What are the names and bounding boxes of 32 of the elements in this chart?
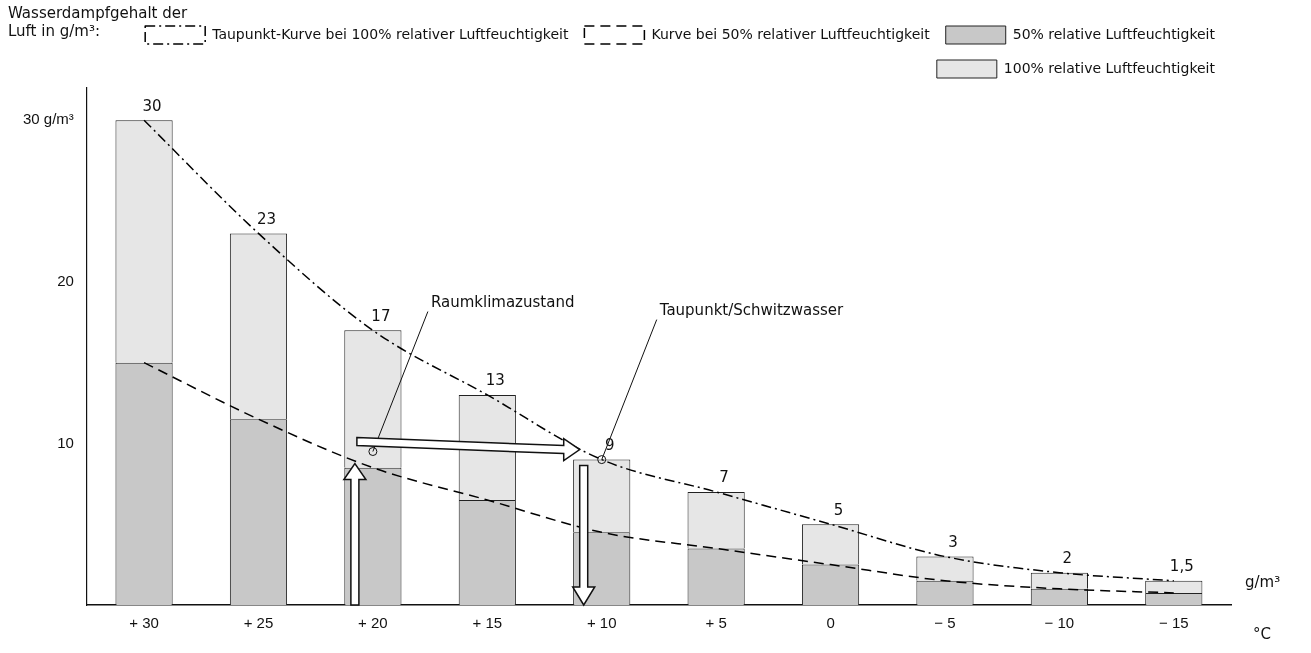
x-tick-label: + 25	[243, 614, 274, 632]
annotation: Taupunkt/Schwitzwasser	[658, 301, 845, 320]
total-label: 7	[719, 468, 729, 487]
x-tick-label: + 20	[358, 614, 388, 632]
x-tick-label: − 15	[1158, 614, 1189, 632]
x-tick-label: + 30	[129, 614, 159, 632]
legend-label: 50% relative Luftfeuchtigkeit	[1012, 25, 1216, 42]
y-tick-label: 20	[57, 272, 74, 290]
annotation: Raumklimazustand	[430, 293, 575, 312]
total-label: 3	[948, 532, 958, 551]
x-tick-label: − 5	[934, 614, 956, 632]
y-axis-title: Wasserdampfgehalt der Luft in g/m³:	[8, 4, 189, 40]
total-label: 2	[1062, 549, 1073, 568]
y-tick-label: 30 g/m³	[22, 110, 74, 128]
x-axis-title: °C	[1253, 624, 1271, 643]
y-tick-label: 10	[57, 433, 74, 451]
total-label: 30	[142, 96, 162, 115]
x-tick-label: − 10	[1044, 614, 1075, 632]
legend-label: Taupunkt-Kurve bei 100% relativer Luftfeuchtigkeit	[211, 25, 569, 42]
text: g/m³	[1245, 572, 1281, 591]
x-tick-label: + 5	[705, 614, 727, 632]
x-tick-label: 0	[826, 614, 835, 632]
total-label: 17	[371, 306, 391, 325]
total-label: 5	[833, 500, 844, 519]
total-label: 9	[604, 435, 615, 454]
legend-label: Kurve bei 50% relativer Luftfeuchtigkeit	[651, 25, 931, 42]
total-label: 1,5	[1169, 557, 1194, 576]
x-tick-label: + 10	[586, 614, 617, 632]
x-tick-label: + 15	[472, 614, 503, 632]
legend-label: 100% relative Luftfeuchtigkeit	[1003, 59, 1216, 76]
total-label: 23	[256, 209, 277, 228]
total-label: 13	[485, 371, 505, 390]
